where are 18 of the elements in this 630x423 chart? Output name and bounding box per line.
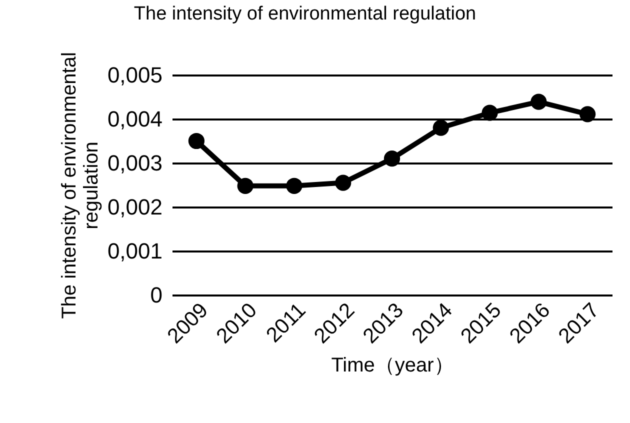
y-tick-label: 0,001 — [107, 238, 162, 264]
point — [237, 178, 254, 194]
y-axis-title: The intensity of environmental regulation — [58, 52, 102, 319]
point — [384, 150, 400, 167]
point — [432, 120, 449, 136]
y-tick-label: 0,004 — [107, 106, 162, 132]
point — [579, 106, 596, 122]
point — [530, 94, 547, 110]
y-tick-label: 0,005 — [107, 62, 162, 88]
y-tick-label: 0,002 — [107, 194, 162, 220]
point — [335, 174, 352, 191]
y-tick-label: 0 — [150, 282, 162, 308]
point — [286, 178, 302, 194]
point — [482, 104, 498, 121]
point — [188, 132, 205, 150]
chart-title: The intensity of environmental regulation — [134, 4, 476, 25]
x-axis-title: Time（year） — [331, 354, 454, 376]
y-tick-label: 0,003 — [107, 150, 162, 176]
